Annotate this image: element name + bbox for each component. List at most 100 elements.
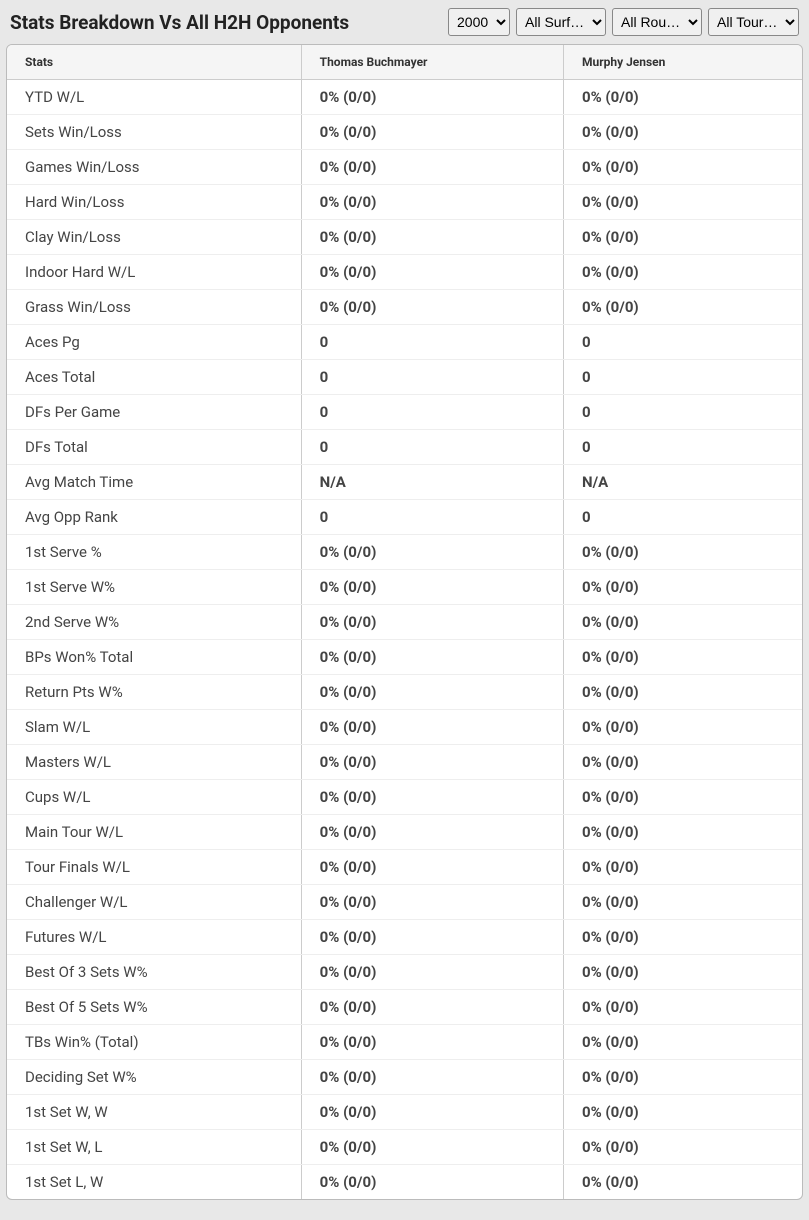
column-header-player1: Thomas Buchmayer xyxy=(301,45,563,80)
player2-value: N/A xyxy=(563,465,802,500)
player1-value: 0% (0/0) xyxy=(301,255,563,290)
page-title: Stats Breakdown Vs All H2H Opponents xyxy=(10,11,349,34)
player1-value: 0% (0/0) xyxy=(301,885,563,920)
table-row: Avg Match TimeN/AN/A xyxy=(7,465,802,500)
stat-label: Sets Win/Loss xyxy=(7,115,301,150)
player2-value: 0% (0/0) xyxy=(563,710,802,745)
table-row: Clay Win/Loss0% (0/0)0% (0/0) xyxy=(7,220,802,255)
player2-value: 0% (0/0) xyxy=(563,255,802,290)
player1-value: 0% (0/0) xyxy=(301,80,563,115)
player2-value: 0% (0/0) xyxy=(563,80,802,115)
player2-value: 0% (0/0) xyxy=(563,535,802,570)
stat-label: Indoor Hard W/L xyxy=(7,255,301,290)
table-row: DFs Per Game00 xyxy=(7,395,802,430)
table-row: Return Pts W%0% (0/0)0% (0/0) xyxy=(7,675,802,710)
table-row: Grass Win/Loss0% (0/0)0% (0/0) xyxy=(7,290,802,325)
player1-value: 0% (0/0) xyxy=(301,640,563,675)
surface-select[interactable]: All Surf… xyxy=(516,8,606,36)
player1-value: 0% (0/0) xyxy=(301,115,563,150)
player1-value: 0% (0/0) xyxy=(301,605,563,640)
stat-label: Best Of 3 Sets W% xyxy=(7,955,301,990)
table-row: Avg Opp Rank00 xyxy=(7,500,802,535)
stat-label: Best Of 5 Sets W% xyxy=(7,990,301,1025)
player2-value: 0% (0/0) xyxy=(563,1130,802,1165)
player2-value: 0% (0/0) xyxy=(563,605,802,640)
filter-bar: 2000 All Surf… All Rou… All Tour… xyxy=(448,8,799,36)
player1-value: 0% (0/0) xyxy=(301,780,563,815)
table-row: Cups W/L0% (0/0)0% (0/0) xyxy=(7,780,802,815)
player2-value: 0% (0/0) xyxy=(563,220,802,255)
table-row: 2nd Serve W%0% (0/0)0% (0/0) xyxy=(7,605,802,640)
player2-value: 0% (0/0) xyxy=(563,990,802,1025)
player1-value: 0% (0/0) xyxy=(301,1095,563,1130)
player1-value: 0% (0/0) xyxy=(301,745,563,780)
player2-value: 0% (0/0) xyxy=(563,290,802,325)
player1-value: 0 xyxy=(301,360,563,395)
player2-value: 0% (0/0) xyxy=(563,745,802,780)
table-row: 1st Set W, L0% (0/0)0% (0/0) xyxy=(7,1130,802,1165)
stat-label: DFs Total xyxy=(7,430,301,465)
player2-value: 0 xyxy=(563,360,802,395)
stat-label: Masters W/L xyxy=(7,745,301,780)
player2-value: 0% (0/0) xyxy=(563,640,802,675)
player1-value: 0% (0/0) xyxy=(301,1165,563,1200)
player2-value: 0% (0/0) xyxy=(563,1165,802,1200)
player1-value: 0% (0/0) xyxy=(301,290,563,325)
player1-value: 0 xyxy=(301,395,563,430)
stat-label: Main Tour W/L xyxy=(7,815,301,850)
year-select[interactable]: 2000 xyxy=(448,8,510,36)
player1-value: 0% (0/0) xyxy=(301,185,563,220)
table-row: Hard Win/Loss0% (0/0)0% (0/0) xyxy=(7,185,802,220)
player1-value: 0% (0/0) xyxy=(301,570,563,605)
stat-label: Futures W/L xyxy=(7,920,301,955)
column-header-stats: Stats xyxy=(7,45,301,80)
tournament-select[interactable]: All Tour… xyxy=(708,8,799,36)
stat-label: Grass Win/Loss xyxy=(7,290,301,325)
player1-value: 0% (0/0) xyxy=(301,675,563,710)
player1-value: 0% (0/0) xyxy=(301,955,563,990)
player1-value: 0% (0/0) xyxy=(301,535,563,570)
table-row: Masters W/L0% (0/0)0% (0/0) xyxy=(7,745,802,780)
table-row: Best Of 3 Sets W%0% (0/0)0% (0/0) xyxy=(7,955,802,990)
stat-label: YTD W/L xyxy=(7,80,301,115)
table-row: Futures W/L0% (0/0)0% (0/0) xyxy=(7,920,802,955)
player2-value: 0% (0/0) xyxy=(563,885,802,920)
player2-value: 0% (0/0) xyxy=(563,955,802,990)
table-row: Main Tour W/L0% (0/0)0% (0/0) xyxy=(7,815,802,850)
player1-value: 0% (0/0) xyxy=(301,850,563,885)
table-row: DFs Total00 xyxy=(7,430,802,465)
stat-label: Cups W/L xyxy=(7,780,301,815)
stat-label: Slam W/L xyxy=(7,710,301,745)
stat-label: 1st Set L, W xyxy=(7,1165,301,1200)
table-row: 1st Serve W%0% (0/0)0% (0/0) xyxy=(7,570,802,605)
stat-label: Deciding Set W% xyxy=(7,1060,301,1095)
table-row: BPs Won% Total0% (0/0)0% (0/0) xyxy=(7,640,802,675)
player2-value: 0% (0/0) xyxy=(563,570,802,605)
player2-value: 0% (0/0) xyxy=(563,815,802,850)
stats-table: Stats Thomas Buchmayer Murphy Jensen YTD… xyxy=(7,45,802,1199)
stat-label: 2nd Serve W% xyxy=(7,605,301,640)
player2-value: 0% (0/0) xyxy=(563,780,802,815)
player1-value: 0% (0/0) xyxy=(301,1060,563,1095)
stat-label: Tour Finals W/L xyxy=(7,850,301,885)
player1-value: 0% (0/0) xyxy=(301,1025,563,1060)
table-row: Deciding Set W%0% (0/0)0% (0/0) xyxy=(7,1060,802,1095)
player2-value: 0% (0/0) xyxy=(563,1025,802,1060)
table-row: Tour Finals W/L0% (0/0)0% (0/0) xyxy=(7,850,802,885)
player1-value: 0 xyxy=(301,500,563,535)
stat-label: Avg Opp Rank xyxy=(7,500,301,535)
player1-value: 0% (0/0) xyxy=(301,150,563,185)
table-row: Best Of 5 Sets W%0% (0/0)0% (0/0) xyxy=(7,990,802,1025)
stat-label: 1st Serve % xyxy=(7,535,301,570)
player2-value: 0 xyxy=(563,430,802,465)
stat-label: 1st Set W, W xyxy=(7,1095,301,1130)
player2-value: 0% (0/0) xyxy=(563,115,802,150)
round-select[interactable]: All Rou… xyxy=(612,8,702,36)
stat-label: BPs Won% Total xyxy=(7,640,301,675)
table-row: Indoor Hard W/L0% (0/0)0% (0/0) xyxy=(7,255,802,290)
player1-value: N/A xyxy=(301,465,563,500)
player1-value: 0% (0/0) xyxy=(301,1130,563,1165)
player2-value: 0 xyxy=(563,325,802,360)
table-row: YTD W/L0% (0/0)0% (0/0) xyxy=(7,80,802,115)
stat-label: Aces Pg xyxy=(7,325,301,360)
